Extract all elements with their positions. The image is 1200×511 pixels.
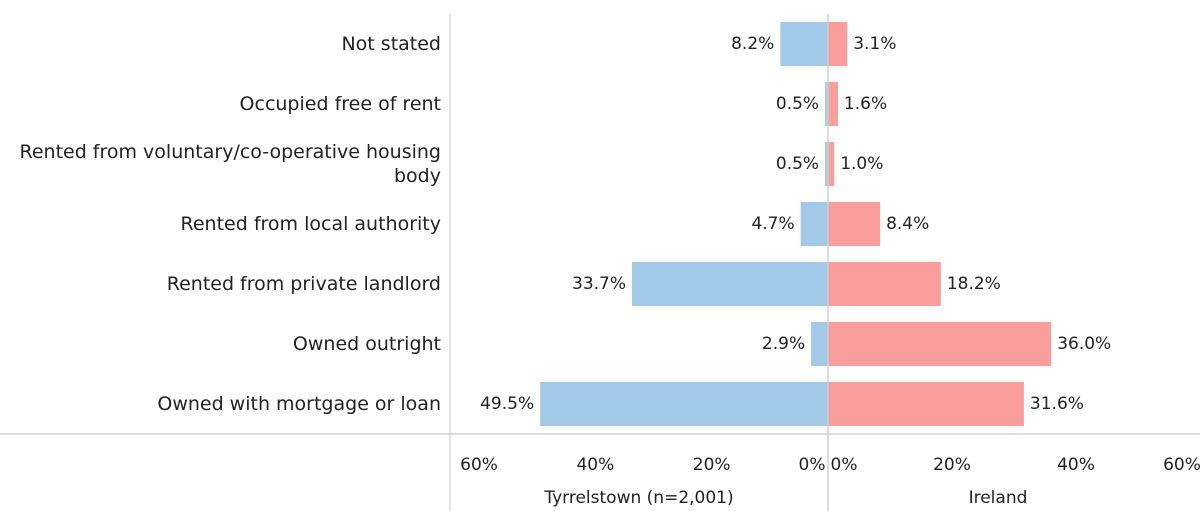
bar	[828, 262, 941, 306]
bar	[825, 82, 828, 126]
x-tick-label: 60%	[460, 455, 498, 475]
value-label: 1.6%	[844, 94, 887, 114]
value-label: 0.5%	[776, 154, 819, 174]
axis-title: Tyrrelstown (n=2,001)	[543, 488, 733, 508]
category-label: Rented from private landlord	[166, 273, 441, 295]
category-label: Owned with mortgage or loan	[157, 393, 441, 415]
x-tick-label: 0%	[831, 455, 858, 475]
x-tick-label: 40%	[576, 455, 614, 475]
x-tick-label: 20%	[693, 455, 731, 475]
bar	[780, 22, 828, 66]
bar	[825, 142, 828, 186]
category-label: Not stated	[341, 33, 441, 55]
category-label: Rented from local authority	[180, 213, 441, 235]
x-tick-label: 0%	[799, 455, 826, 475]
bar	[800, 202, 828, 246]
bar	[811, 322, 828, 366]
value-label: 8.4%	[886, 214, 929, 234]
axis-title: Ireland	[969, 488, 1028, 508]
category-label: Owned outright	[292, 333, 441, 355]
bar	[828, 382, 1024, 426]
value-label: 33.7%	[572, 274, 626, 294]
category-label: Occupied free of rent	[239, 93, 441, 115]
value-label: 1.0%	[840, 154, 883, 174]
bar	[828, 142, 835, 186]
value-label: 49.5%	[480, 394, 534, 414]
x-tick-label: 20%	[933, 455, 971, 475]
value-label: 36.0%	[1057, 334, 1111, 354]
bar	[540, 382, 828, 426]
value-label: 0.5%	[776, 94, 819, 114]
value-label: 18.2%	[947, 274, 1001, 294]
value-label: 2.9%	[762, 334, 805, 354]
value-label: 8.2%	[731, 34, 774, 54]
value-label: 3.1%	[853, 34, 896, 54]
bar	[828, 22, 848, 66]
category-label: Rented from voluntary/co-operative housi…	[19, 141, 441, 187]
bar	[828, 202, 881, 246]
bar	[828, 82, 838, 126]
value-label: 4.7%	[751, 214, 794, 234]
bar	[828, 322, 1052, 366]
bar	[632, 262, 828, 306]
x-tick-label: 60%	[1163, 455, 1200, 475]
value-label: 31.6%	[1030, 394, 1084, 414]
x-tick-label: 40%	[1057, 455, 1095, 475]
